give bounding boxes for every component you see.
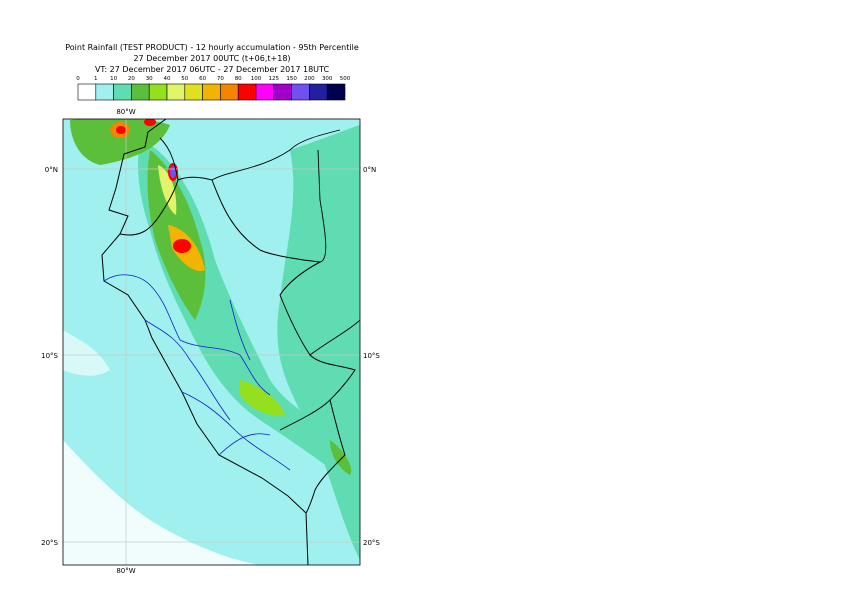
legend-swatch [255,83,275,101]
legend-tick-label: 30 [146,76,153,82]
legend-swatch [77,83,97,101]
region-border [103,274,291,471]
lat-label: 10°S [363,352,380,360]
legend-tick-label: 40 [164,76,171,82]
lat-label: 0°N [363,166,376,174]
legend-tick-label: 0 [76,76,80,82]
border [159,129,341,263]
border [279,319,360,431]
dry-area [63,440,260,565]
legend-tick-label: 80 [235,76,242,82]
validity-time: VT: 27 December 2017 06UTC - 27 December… [95,65,329,74]
legend-tick-label: 1 [94,76,98,82]
title: Point Rainfall (TEST PRODUCT) - 12 hourl… [65,43,359,52]
graticule [63,119,360,565]
legend-swatch [166,83,186,101]
field-area [158,165,177,215]
legend-swatch [95,83,114,101]
coastline [101,119,309,565]
lat-label: 20°S [363,539,380,547]
legend: 0 1 10 20 30 40 50 60 70 80 100 125 150 200 300 500 [76,76,351,101]
legend-swatch [291,83,310,101]
lat-label: 0°N [45,166,58,174]
lat-label: 20°S [41,539,58,547]
legend-swatch [273,83,292,101]
legend-tick-label: 200 [304,76,315,82]
field-area [173,239,191,253]
dry-area [63,330,110,376]
field-area [144,119,156,126]
field-area [116,126,126,134]
lon-label: 80°W [116,567,135,575]
map-frame [62,118,361,566]
legend-tick-label: 300 [322,76,333,82]
legend-swatch [202,83,221,101]
run-time: 27 December 2017 00UTC (t+06,t+18) [133,54,290,63]
legend-swatch [131,83,150,101]
legend-swatch [237,83,257,101]
legend-tick-label: 150 [286,76,297,82]
legend-swatch [309,83,328,101]
field-area [330,440,352,475]
legend-swatch [184,83,203,101]
legend-swatch [113,83,132,101]
legend-tick-label: 100 [251,76,262,82]
legend-tick-label: 60 [199,76,206,82]
legend-tick-label: 125 [269,76,280,82]
legend-tick-label: 20 [128,76,135,82]
legend-swatch [220,83,239,101]
field-area [240,380,285,416]
lon-label: 80°W [116,108,135,116]
legend-tick-label: 10 [110,76,117,82]
lat-label: 10°S [41,352,58,360]
legend-swatch [326,83,346,101]
field-area [70,119,170,165]
legend-tick-label: 500 [340,76,351,82]
legend-tick-label: 50 [181,76,188,82]
legend-swatch [148,83,168,101]
legend-tick-label: 70 [217,76,224,82]
map-field [63,119,360,565]
